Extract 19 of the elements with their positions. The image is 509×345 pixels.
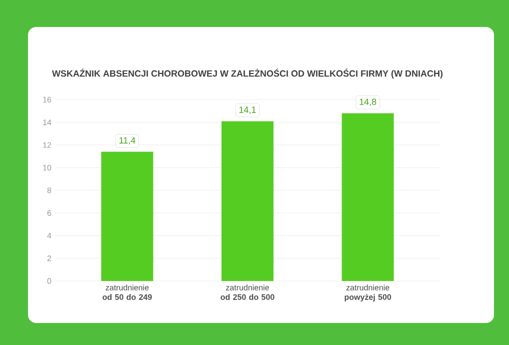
y-tick-label: 4	[47, 232, 52, 238]
bar	[222, 121, 274, 281]
y-tick-label: 16	[43, 96, 52, 102]
y-tick-label: 2	[47, 256, 52, 262]
y-tick-label: 8	[47, 187, 52, 194]
y-tick-label: 0	[47, 278, 52, 284]
data-label: 14,8	[360, 98, 376, 106]
y-tick-label: 10	[43, 164, 52, 170]
x-tick-label: zatrudnienie od 50 do 249	[102, 284, 152, 300]
x-tick-label: zatrudnienie powyżej 500	[344, 284, 392, 302]
data-label: 14,1	[239, 106, 256, 114]
bar	[342, 113, 394, 281]
y-tick-label: 14	[43, 120, 52, 126]
bar	[101, 152, 154, 281]
y-tick-label: 12	[43, 142, 52, 148]
data-label: 11,4	[119, 137, 136, 145]
y-tick-label: 6	[47, 210, 52, 216]
chart-title: WSKAŹNIK ABSENCJI CHOROBOWEJ W ZALEŻNOŚCI OD WIELKOŚCI FIRMY (W DNIACH)	[52, 68, 443, 78]
x-tick-label: zatrudnienie od 250 do 500	[220, 284, 274, 300]
